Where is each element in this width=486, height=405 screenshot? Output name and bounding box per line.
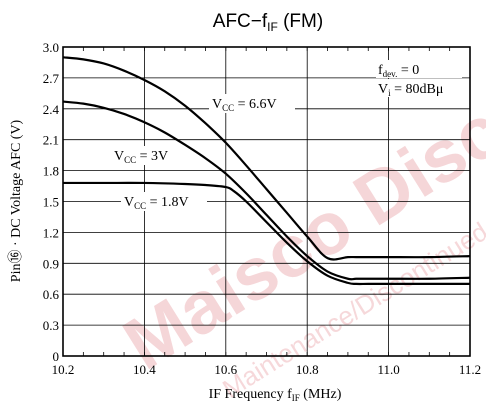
series-labels: VCC = 6.6V VCC = 3V VCC = 1.8V	[111, 94, 295, 211]
x-tick-labels: 10.2 10.4 10.6 10.8 11.0 11.2	[52, 362, 482, 377]
series-label-bg	[209, 94, 295, 113]
x-tick-label: 10.2	[52, 362, 75, 377]
y-axis-label: Pin⑯ · DC Voltage AFC (V)	[8, 119, 24, 282]
series-label-bg	[111, 146, 177, 165]
series-line-2	[63, 181, 470, 286]
y-tick-labels: 0 0.3 0.6 0.9 1.2 1.5 1.8 2.1 2.4 2.7 3.0	[43, 40, 60, 364]
series-label-text: VCC = 3V	[114, 149, 168, 165]
series-line-0	[62, 56, 471, 261]
y-tick-label: 1.2	[43, 225, 59, 240]
x-axis-label-suffix: (MHz)	[300, 387, 342, 402]
x-axis-label: IF Frequency fIF (MHz)	[209, 387, 342, 403]
y-tick-label: 2.7	[43, 71, 60, 86]
condition-bg	[376, 79, 462, 97]
series-label-bg	[121, 192, 207, 211]
series-line-1	[62, 100, 471, 281]
y-tick-label: 2.1	[43, 133, 59, 148]
y-tick-label: 1.5	[43, 195, 59, 210]
chart-title-suffix: (FM)	[278, 11, 323, 32]
y-tick-label: 0	[53, 349, 60, 364]
chart-title-main: AFC−f	[213, 11, 268, 32]
series-lines	[62, 56, 471, 286]
x-tick-label: 10.6	[214, 362, 237, 377]
x-tick-label: 10.8	[296, 362, 319, 377]
y-tick-label: 0.6	[43, 287, 60, 302]
conditions: fdev. = 0 Vi = 80dBμ	[376, 60, 462, 98]
x-tick-label: 11.0	[377, 362, 399, 377]
x-axis-label-main: IF Frequency f	[209, 387, 293, 402]
x-axis-label-sub: IF	[292, 393, 300, 403]
y-tick-label: 1.8	[43, 164, 59, 179]
plot-frame	[62, 46, 471, 357]
series-label-text: VCC = 6.6V	[212, 97, 277, 113]
chart-title: AFC−fIF (FM)	[213, 11, 323, 34]
y-tick-label: 0.9	[43, 256, 59, 271]
condition-text: fdev. = 0	[378, 63, 419, 79]
y-tick-label: 0.3	[43, 318, 59, 333]
chart-title-sub: IF	[267, 20, 278, 34]
condition-bg	[376, 60, 462, 78]
series-label-text: VCC = 1.8V	[124, 195, 189, 211]
series-label-0: VCC = 6.6V	[209, 94, 295, 113]
series-label-1: VCC = 3V	[111, 146, 177, 165]
y-tick-label: 3.0	[43, 40, 59, 55]
x-tick-label: 11.2	[459, 362, 481, 377]
condition-text: Vi = 80dBμ	[378, 82, 443, 98]
series-label-2: VCC = 1.8V	[121, 192, 207, 211]
y-tick-label: 2.4	[43, 102, 60, 117]
x-tick-label: 10.4	[133, 362, 156, 377]
